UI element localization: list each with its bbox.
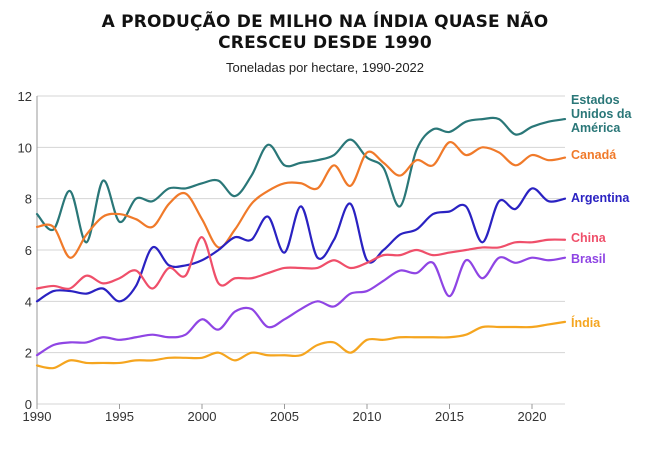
series-line-canada	[35, 141, 567, 259]
x-tick-label: 2020	[518, 409, 547, 424]
x-tick-label: 2000	[188, 409, 217, 424]
chart-title-line1: A PRODUÇÃO DE MILHO NA ÍNDIA QUASE NÃO	[101, 12, 549, 32]
x-tick-label: 2010	[353, 409, 382, 424]
series-label-china: China	[571, 231, 607, 245]
series-line-india	[35, 320, 567, 370]
y-tick-label: 10	[18, 140, 32, 155]
series-label-india: Índia	[571, 315, 601, 330]
y-tick-label: 0	[25, 397, 32, 412]
series-line-china	[35, 236, 567, 290]
series-label-canada: Canadá	[571, 148, 616, 162]
y-tick-label: 4	[25, 294, 32, 309]
x-tick-label: 1995	[105, 409, 134, 424]
series-line-argentina	[35, 187, 567, 303]
series-label-estados-unidos-da-america: América	[571, 121, 621, 135]
series-label-estados-unidos-da-america: Estados	[571, 93, 620, 107]
y-tick-label: 8	[25, 192, 32, 207]
y-tick-label: 6	[25, 243, 32, 258]
series-label-argentina: Argentina	[571, 191, 630, 205]
series-line-estados-unidos-da-america	[35, 116, 567, 244]
y-tick-label: 2	[25, 346, 32, 361]
y-tick-label: 12	[18, 89, 32, 104]
x-tick-label: 1990	[23, 409, 52, 424]
series-line-brasil	[35, 256, 567, 357]
x-tick-label: 2005	[270, 409, 299, 424]
chart-title: A PRODUÇÃO DE MILHO NA ÍNDIA QUASE NÃO C…	[0, 12, 650, 54]
series-label-brasil: Brasil	[571, 252, 606, 266]
chart-title-line2: CRESCEU DESDE 1990	[218, 33, 432, 53]
series-label-estados-unidos-da-america: Unidos da	[571, 107, 632, 121]
chart-subtitle: Toneladas por hectare, 1990-2022	[225, 60, 425, 75]
x-tick-label: 2015	[435, 409, 464, 424]
